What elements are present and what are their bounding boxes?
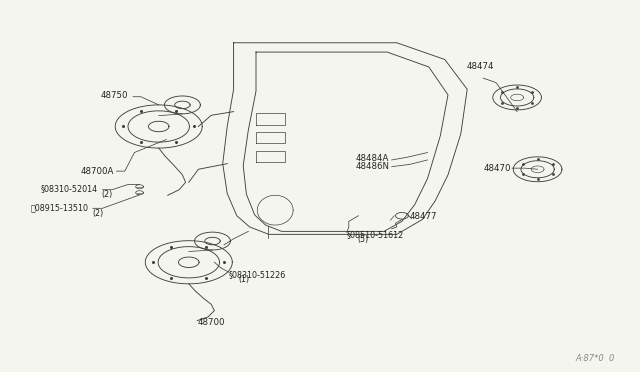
Text: 48477: 48477 bbox=[410, 212, 437, 221]
Text: (2): (2) bbox=[92, 209, 104, 218]
Text: 48700: 48700 bbox=[197, 318, 225, 327]
Text: (2): (2) bbox=[101, 190, 113, 199]
Text: §08510-51612: §08510-51612 bbox=[347, 231, 404, 240]
Text: §08310-52014: §08310-52014 bbox=[40, 185, 97, 193]
Text: 48470: 48470 bbox=[483, 164, 511, 173]
Text: 48474: 48474 bbox=[467, 62, 493, 71]
Text: (5): (5) bbox=[357, 235, 369, 244]
Text: Ⓟ08915-13510: Ⓟ08915-13510 bbox=[30, 204, 88, 213]
Text: 48486N: 48486N bbox=[355, 162, 389, 171]
Text: 48484A: 48484A bbox=[356, 154, 389, 163]
Text: 48750: 48750 bbox=[100, 92, 128, 100]
Text: (1): (1) bbox=[238, 275, 249, 284]
Text: A·87*0  0: A·87*0 0 bbox=[575, 354, 614, 363]
Text: §08310-51226: §08310-51226 bbox=[229, 270, 286, 279]
Text: 48700A: 48700A bbox=[81, 167, 114, 176]
